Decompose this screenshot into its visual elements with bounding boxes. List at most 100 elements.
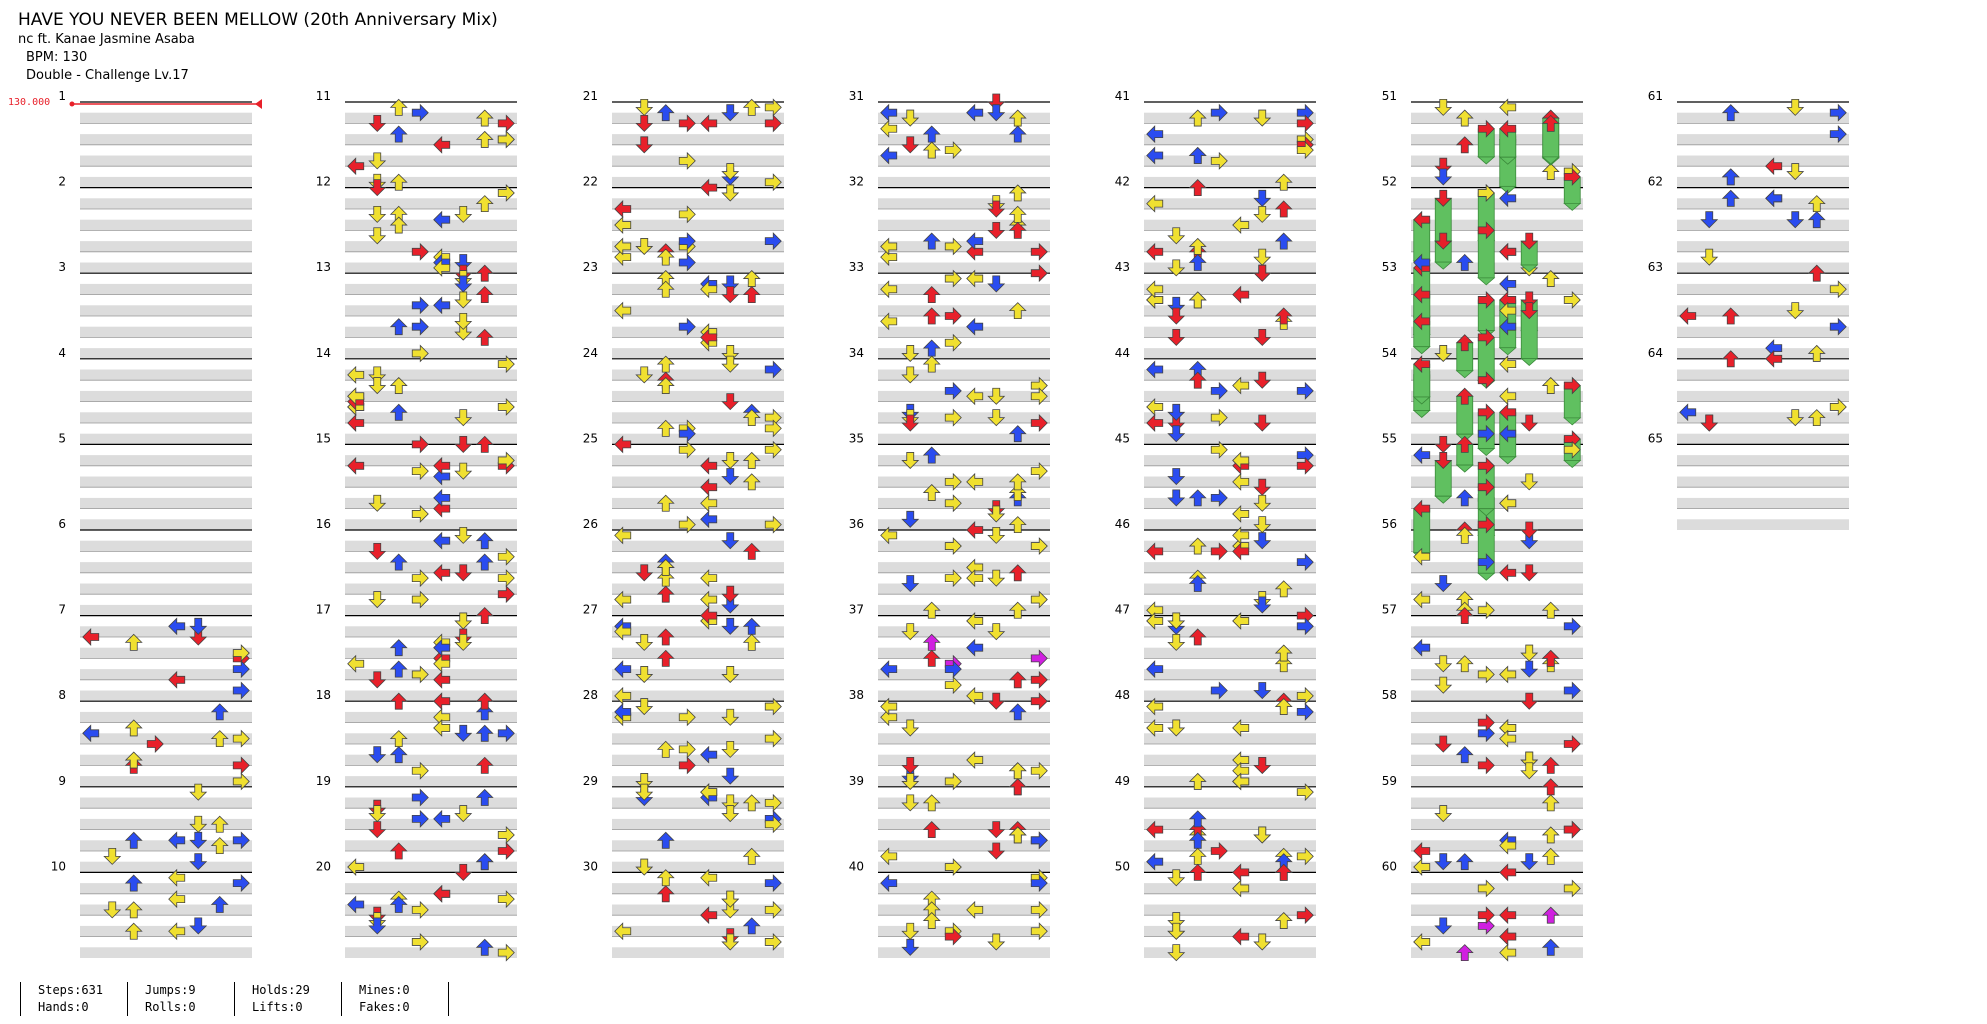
step-arrow (966, 751, 984, 770)
step-arrow (987, 387, 1006, 405)
step-arrow (1296, 381, 1314, 400)
step-arrow (1434, 168, 1453, 186)
step-arrow (1296, 617, 1314, 636)
beat-shade (1144, 797, 1316, 809)
step-arrow (700, 745, 718, 764)
beat-shade (1677, 262, 1849, 274)
beat-shade (1411, 497, 1583, 509)
beat-shade (878, 348, 1050, 359)
beat-shade (1411, 326, 1583, 338)
measure-number: 46 (1115, 517, 1130, 531)
step-arrow (124, 719, 143, 737)
step-arrow (1296, 553, 1314, 572)
beat-shade (345, 497, 517, 509)
beat-shade (1411, 690, 1583, 702)
step-arrow (454, 275, 473, 293)
hold-tail (1412, 410, 1431, 418)
step-arrow (1413, 210, 1431, 229)
step-arrow (497, 114, 515, 133)
step-arrow (210, 895, 229, 913)
beat-shade (1411, 818, 1583, 830)
measure-number: 43 (1115, 260, 1130, 274)
beat-shade (345, 134, 517, 145)
beat-shade (345, 241, 517, 252)
beat-shade (345, 647, 517, 659)
step-arrow (1520, 751, 1539, 769)
step-arrow (1232, 863, 1250, 882)
step-arrow (764, 697, 782, 716)
step-arrow (433, 456, 451, 475)
step-arrow (1030, 831, 1048, 850)
step-arrow (389, 553, 408, 571)
measure-number: 19 (316, 774, 331, 788)
step-arrow (454, 462, 473, 480)
beat-shade (878, 604, 1050, 616)
step-arrow (1274, 697, 1293, 715)
step-arrow (614, 660, 632, 679)
step-arrow (742, 98, 761, 116)
step-arrow (232, 831, 250, 850)
step-arrow (454, 633, 473, 651)
measure-number: 26 (583, 517, 598, 531)
step-arrow (1434, 655, 1453, 673)
step-arrow (1499, 836, 1517, 855)
step-arrow (614, 200, 632, 218)
step-arrow (966, 472, 984, 491)
beat-shade (1411, 883, 1583, 894)
step-arrow (700, 280, 718, 299)
step-arrow (922, 141, 941, 159)
beat-shade (80, 519, 252, 530)
step-arrow (1477, 290, 1495, 309)
beat-shade (612, 497, 784, 509)
step-arrow (1008, 302, 1027, 320)
step-arrow (124, 831, 143, 849)
beat-shade (1411, 455, 1583, 466)
step-arrow (635, 98, 654, 116)
step-arrow (1188, 628, 1207, 646)
beat-shade (1677, 241, 1849, 252)
step-arrow (454, 612, 473, 630)
beat-shade (878, 562, 1050, 573)
step-arrow (1210, 151, 1228, 170)
step-arrow (454, 564, 473, 582)
beat-shade (878, 818, 1050, 830)
beat-shade (612, 947, 784, 958)
step-arrow (232, 681, 250, 700)
step-arrow (454, 864, 473, 881)
step-arrow (721, 345, 740, 363)
step-arrow (944, 237, 962, 256)
step-arrow (475, 724, 494, 742)
step-arrow (1210, 408, 1228, 427)
step-arrow (1541, 847, 1560, 865)
measure-number: 33 (849, 260, 864, 274)
step-arrow (635, 136, 654, 154)
step-arrow (1030, 414, 1048, 432)
hold-tail (1477, 448, 1496, 457)
step-arrow (1232, 526, 1250, 545)
step-arrow (1434, 575, 1453, 593)
beat-shade (1411, 540, 1583, 552)
beat-shade (878, 669, 1050, 680)
step-arrow (1232, 504, 1250, 523)
step-arrow (966, 387, 984, 406)
beat-shade (612, 925, 784, 937)
step-arrow (1167, 489, 1186, 507)
beat-shade (612, 369, 784, 381)
step-arrow (411, 788, 429, 807)
step-arrow (1520, 521, 1539, 539)
beat-shade (345, 155, 517, 167)
step-arrow (1167, 227, 1186, 245)
step-arrow (944, 858, 962, 877)
beat-shade (1144, 647, 1316, 659)
step-arrow (656, 376, 675, 394)
step-arrow (1167, 403, 1186, 421)
beat-shade (345, 455, 517, 466)
beat-shade (80, 947, 252, 958)
step-arrow (411, 932, 429, 951)
step-arrow (368, 115, 387, 132)
step-arrow (944, 408, 962, 427)
step-arrow (497, 451, 515, 470)
step-arrow (124, 922, 143, 940)
step-arrow (232, 660, 250, 679)
step-arrow (614, 216, 632, 235)
